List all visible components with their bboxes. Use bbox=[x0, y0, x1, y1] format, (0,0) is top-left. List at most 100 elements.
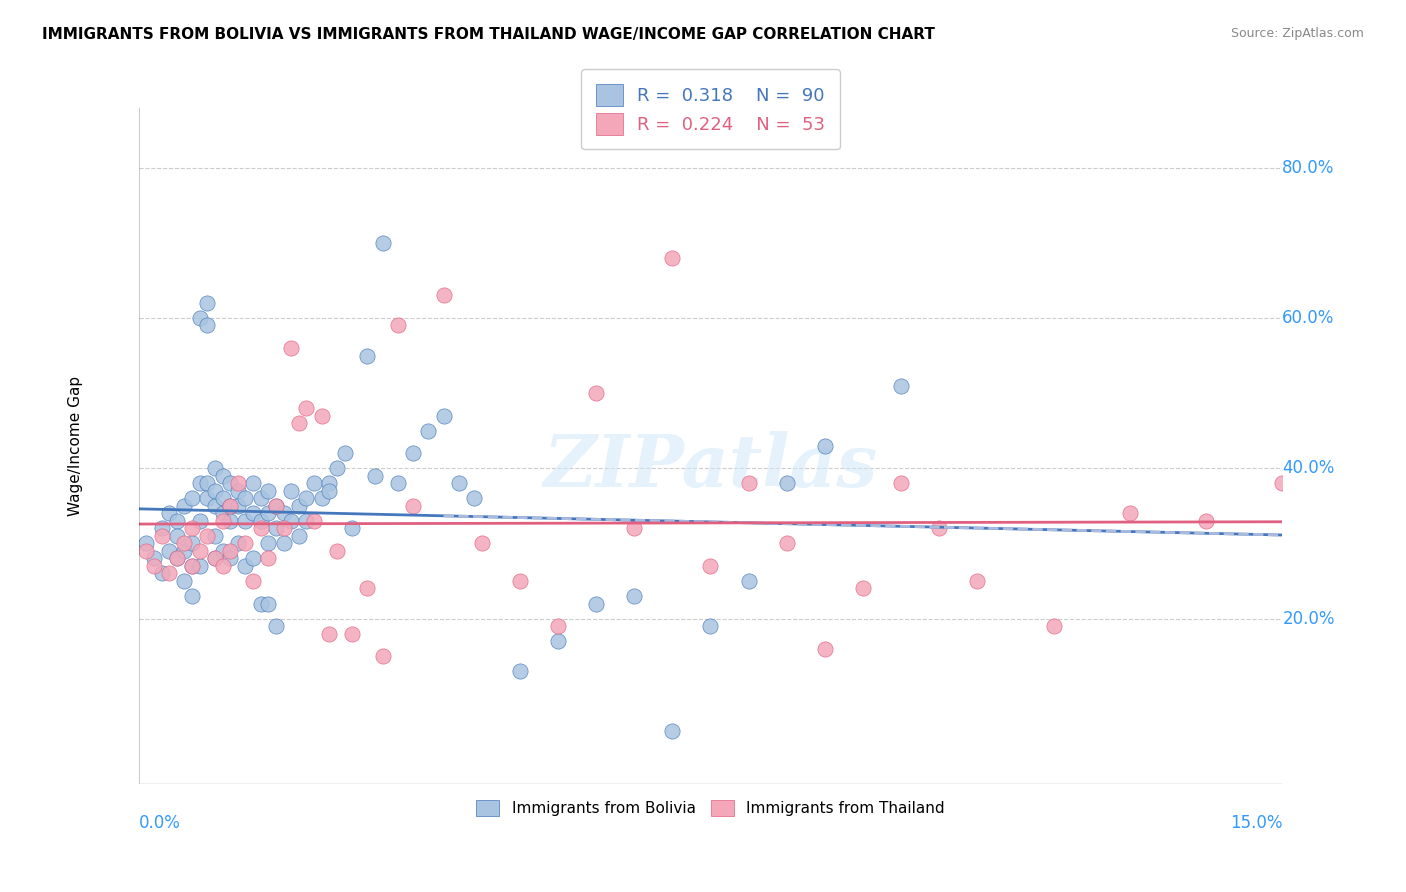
Point bbox=[181, 491, 204, 506]
Point bbox=[418, 424, 440, 438]
Point bbox=[699, 619, 721, 633]
Point bbox=[173, 499, 195, 513]
Point bbox=[623, 589, 645, 603]
Point bbox=[295, 401, 318, 416]
Point bbox=[814, 641, 837, 656]
Point bbox=[356, 349, 378, 363]
Point bbox=[387, 318, 409, 333]
Point bbox=[402, 446, 425, 460]
Point bbox=[166, 551, 188, 566]
Point bbox=[547, 634, 569, 648]
Point bbox=[585, 386, 607, 401]
Point bbox=[173, 544, 195, 558]
Point bbox=[318, 483, 340, 498]
Point bbox=[211, 491, 233, 506]
Point bbox=[264, 499, 287, 513]
Text: 40.0%: 40.0% bbox=[1282, 459, 1334, 477]
Point bbox=[204, 551, 226, 566]
Point bbox=[447, 476, 470, 491]
Point bbox=[166, 529, 188, 543]
Point bbox=[318, 626, 340, 640]
Point bbox=[326, 544, 349, 558]
Point bbox=[287, 529, 309, 543]
Point bbox=[814, 439, 837, 453]
Point bbox=[257, 536, 280, 550]
Point bbox=[264, 521, 287, 535]
Point bbox=[173, 574, 195, 588]
Point bbox=[402, 499, 425, 513]
Text: 60.0%: 60.0% bbox=[1282, 309, 1334, 327]
Point bbox=[661, 251, 683, 265]
Point bbox=[181, 558, 204, 573]
Point bbox=[302, 476, 325, 491]
Point bbox=[242, 574, 264, 588]
Point bbox=[181, 521, 204, 535]
Point bbox=[257, 551, 280, 566]
Text: Wage/Income Gap: Wage/Income Gap bbox=[69, 376, 83, 516]
Point bbox=[371, 235, 394, 250]
Point bbox=[211, 558, 233, 573]
Point bbox=[776, 476, 799, 491]
Point bbox=[195, 296, 218, 310]
Point bbox=[1271, 476, 1294, 491]
Point bbox=[1119, 507, 1142, 521]
Point bbox=[928, 521, 950, 535]
Point bbox=[135, 536, 157, 550]
Point bbox=[302, 514, 325, 528]
Point bbox=[195, 318, 218, 333]
Point bbox=[356, 582, 378, 596]
Point bbox=[326, 461, 349, 475]
Point bbox=[157, 566, 180, 581]
Point bbox=[1195, 514, 1218, 528]
Point bbox=[295, 514, 318, 528]
Point bbox=[471, 536, 494, 550]
Point bbox=[623, 521, 645, 535]
Point bbox=[273, 521, 295, 535]
Point bbox=[188, 476, 211, 491]
Text: ZIPatlas: ZIPatlas bbox=[543, 431, 877, 501]
Point bbox=[311, 409, 333, 423]
Point bbox=[226, 483, 249, 498]
Point bbox=[235, 514, 257, 528]
Point bbox=[257, 507, 280, 521]
Point bbox=[188, 558, 211, 573]
Point bbox=[188, 310, 211, 325]
Point bbox=[340, 521, 363, 535]
Point bbox=[235, 558, 257, 573]
Point bbox=[311, 491, 333, 506]
Point bbox=[249, 521, 271, 535]
Point bbox=[699, 558, 721, 573]
Point bbox=[242, 551, 264, 566]
Point bbox=[166, 514, 188, 528]
Point bbox=[219, 544, 242, 558]
Point bbox=[188, 514, 211, 528]
Point bbox=[142, 558, 165, 573]
Point bbox=[242, 507, 264, 521]
Point bbox=[166, 551, 188, 566]
Point bbox=[509, 574, 531, 588]
Point bbox=[318, 476, 340, 491]
Point bbox=[195, 491, 218, 506]
Point bbox=[204, 483, 226, 498]
Point bbox=[257, 483, 280, 498]
Point bbox=[173, 536, 195, 550]
Point bbox=[737, 476, 759, 491]
Point bbox=[249, 514, 271, 528]
Point bbox=[157, 507, 180, 521]
Point bbox=[333, 446, 356, 460]
Point bbox=[852, 582, 875, 596]
Point bbox=[371, 649, 394, 664]
Legend: R =  0.318    N =  90, R =  0.224    N =  53: R = 0.318 N = 90, R = 0.224 N = 53 bbox=[581, 70, 839, 150]
Text: 20.0%: 20.0% bbox=[1282, 609, 1334, 628]
Point bbox=[287, 499, 309, 513]
Point bbox=[195, 529, 218, 543]
Point bbox=[219, 499, 242, 513]
Point bbox=[463, 491, 485, 506]
Point bbox=[219, 514, 242, 528]
Point bbox=[204, 499, 226, 513]
Point bbox=[249, 597, 271, 611]
Point bbox=[235, 491, 257, 506]
Point bbox=[280, 483, 302, 498]
Point bbox=[219, 551, 242, 566]
Text: 80.0%: 80.0% bbox=[1282, 159, 1334, 177]
